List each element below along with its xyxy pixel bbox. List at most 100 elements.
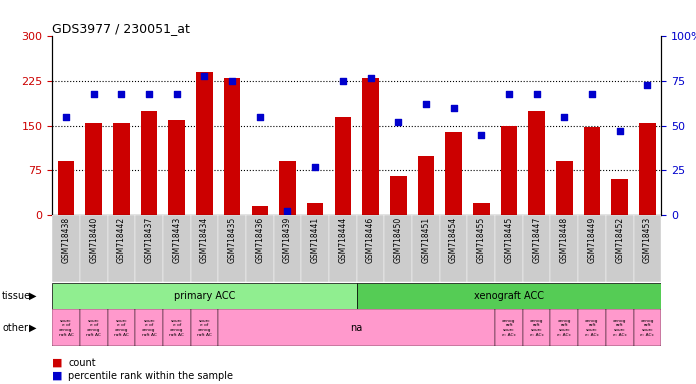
Point (254, 114, 265, 120)
Text: ▶: ▶ (29, 291, 37, 301)
Text: sourc
e of
xenog
raft AC: sourc e of xenog raft AC (86, 319, 101, 337)
Text: other: other (2, 323, 28, 333)
Bar (141, 111, 157, 215)
Bar (135, 215, 163, 282)
Text: GSM718455: GSM718455 (477, 217, 486, 263)
Text: primary ACC: primary ACC (174, 291, 235, 301)
Text: tissue: tissue (2, 291, 31, 301)
Bar (196, 72, 213, 215)
Text: GSM718448: GSM718448 (560, 217, 569, 263)
Bar (606, 309, 633, 346)
Text: GSM718436: GSM718436 (255, 217, 264, 263)
Bar (163, 215, 191, 282)
Text: ■: ■ (52, 358, 63, 368)
Text: na: na (351, 323, 363, 333)
Bar (52, 283, 356, 309)
Bar (523, 309, 551, 346)
Point (420, 101, 432, 108)
Bar (606, 215, 633, 282)
Text: count: count (68, 358, 96, 368)
Text: GSM718444: GSM718444 (338, 217, 347, 263)
Point (448, 105, 459, 111)
Text: GSM718437: GSM718437 (145, 217, 154, 263)
Bar (52, 215, 80, 282)
Bar (329, 215, 356, 282)
Bar (335, 117, 351, 215)
Bar (307, 203, 324, 215)
Bar (639, 123, 656, 215)
Point (171, 91, 182, 97)
Bar (412, 215, 440, 282)
Bar (556, 161, 573, 215)
Text: ■: ■ (52, 371, 63, 381)
Bar (356, 283, 661, 309)
Bar (301, 215, 329, 282)
Text: xenograft ACC: xenograft ACC (474, 291, 544, 301)
Text: sourc
e of
xenog
raft AC: sourc e of xenog raft AC (197, 319, 212, 337)
Bar (246, 215, 274, 282)
Bar (578, 215, 606, 282)
Text: GSM718451: GSM718451 (421, 217, 430, 263)
Bar (274, 215, 301, 282)
Bar (80, 309, 108, 346)
Point (393, 119, 404, 125)
Text: GSM718454: GSM718454 (449, 217, 458, 263)
Bar (384, 215, 412, 282)
Text: GSM718434: GSM718434 (200, 217, 209, 263)
Point (503, 91, 514, 97)
Text: sourc
e of
xenog
raft AC: sourc e of xenog raft AC (169, 319, 184, 337)
Bar (356, 215, 384, 282)
Point (282, 209, 293, 215)
Bar (551, 215, 578, 282)
Bar (390, 176, 406, 215)
Bar (418, 156, 434, 215)
Bar (219, 309, 495, 346)
Bar (219, 215, 246, 282)
Text: GSM718446: GSM718446 (366, 217, 375, 263)
Point (199, 73, 210, 79)
Text: GSM718450: GSM718450 (394, 217, 403, 263)
Text: GSM718441: GSM718441 (310, 217, 319, 263)
Point (365, 74, 376, 81)
Point (475, 132, 487, 138)
Bar (578, 309, 606, 346)
Bar (163, 309, 191, 346)
Bar (86, 123, 102, 215)
Bar (52, 309, 80, 346)
Text: xenog
raft
sourc
e: ACc: xenog raft sourc e: ACc (502, 319, 516, 337)
Bar (468, 215, 495, 282)
Bar (168, 120, 185, 215)
Bar (528, 111, 545, 215)
Text: GSM718452: GSM718452 (615, 217, 624, 263)
Bar (445, 132, 462, 215)
Point (88, 91, 100, 97)
Bar (108, 215, 135, 282)
Bar (523, 215, 551, 282)
Text: xenog
raft
sourc
e: ACc: xenog raft sourc e: ACc (557, 319, 571, 337)
Point (531, 91, 542, 97)
Bar (633, 309, 661, 346)
Text: sourc
e of
xenog
raft AC: sourc e of xenog raft AC (142, 319, 157, 337)
Bar (58, 161, 74, 215)
Text: xenog
raft
sourc
e: ACc: xenog raft sourc e: ACc (530, 319, 544, 337)
Point (614, 128, 625, 134)
Point (338, 78, 349, 84)
Bar (633, 215, 661, 282)
Text: GSM718447: GSM718447 (532, 217, 541, 263)
Text: percentile rank within the sample: percentile rank within the sample (68, 371, 233, 381)
Point (559, 114, 570, 120)
Bar (251, 206, 268, 215)
Text: GSM718439: GSM718439 (283, 217, 292, 263)
Bar (113, 123, 129, 215)
Text: GSM718443: GSM718443 (173, 217, 181, 263)
Point (227, 78, 238, 84)
Bar (495, 309, 523, 346)
Text: GSM718453: GSM718453 (643, 217, 652, 263)
Text: GSM718442: GSM718442 (117, 217, 126, 263)
Text: xenog
raft
sourc
e: ACc: xenog raft sourc e: ACc (612, 319, 626, 337)
Point (587, 91, 598, 97)
Bar (191, 215, 219, 282)
Bar (80, 215, 108, 282)
Bar (551, 309, 578, 346)
Text: sourc
e of
xenog
raft AC: sourc e of xenog raft AC (114, 319, 129, 337)
